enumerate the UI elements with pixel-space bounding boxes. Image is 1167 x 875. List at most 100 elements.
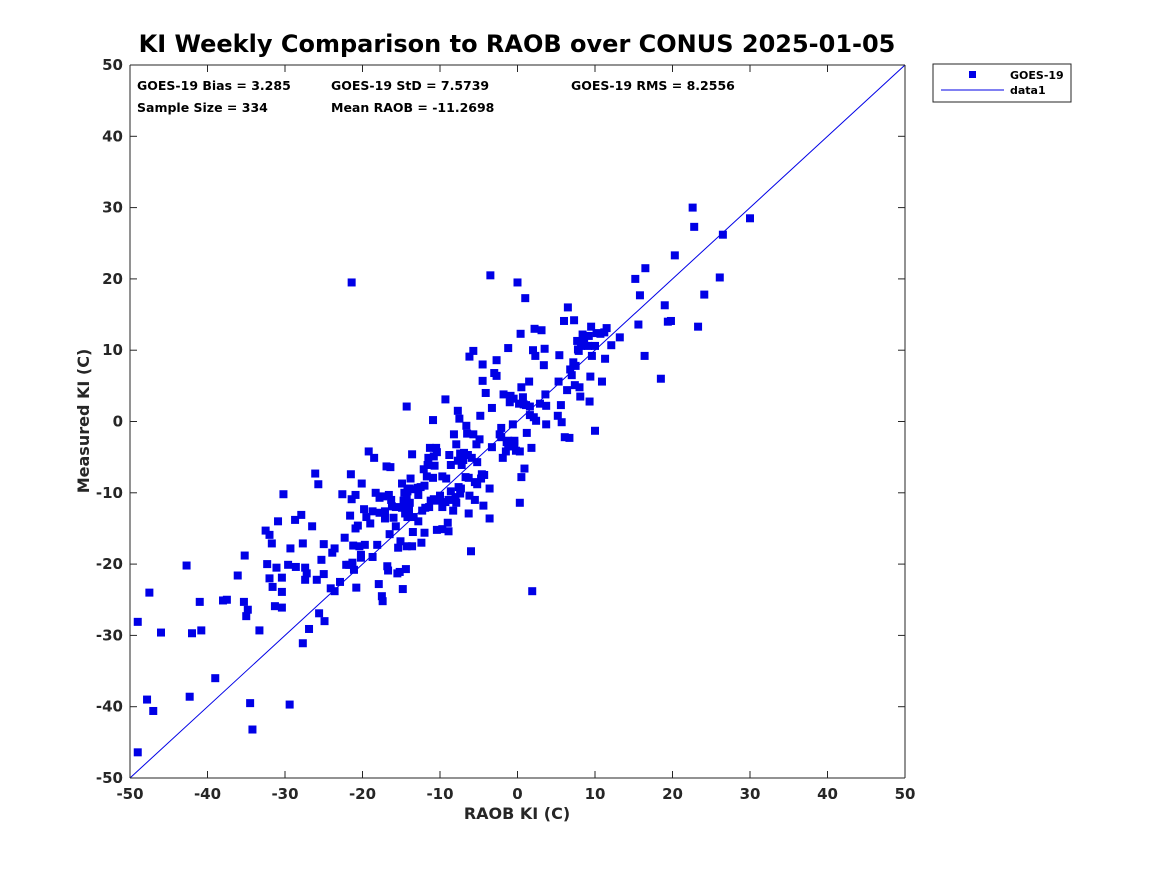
scatter-point	[143, 695, 152, 704]
scatter-point	[602, 324, 611, 333]
scatter-point	[405, 512, 413, 521]
scatter-point	[521, 294, 530, 303]
scatter-point	[560, 316, 568, 325]
scatter-point	[330, 587, 339, 596]
scatter-point	[274, 517, 283, 526]
scatter-point	[476, 411, 485, 420]
scatter-point	[522, 428, 531, 437]
scatter-point	[246, 699, 255, 708]
scatter-point	[348, 558, 357, 567]
scatter-point	[518, 393, 527, 402]
scatter-point	[298, 539, 307, 548]
scatter-point	[420, 528, 429, 537]
scatter-point	[520, 464, 529, 473]
scatter-point	[515, 447, 524, 456]
scatter-point	[441, 395, 450, 404]
scatter-point	[385, 530, 394, 539]
scatter-point	[694, 322, 703, 331]
scatter-point	[670, 251, 679, 260]
scatter-point	[563, 386, 572, 395]
scatter-point	[387, 495, 396, 504]
scatter-point	[573, 336, 582, 345]
scatter-point	[360, 540, 369, 549]
scatter-point	[449, 430, 458, 439]
scatter-point	[399, 496, 408, 505]
scatter-point	[291, 515, 300, 524]
scatter-point	[591, 426, 599, 435]
scatter-point	[239, 597, 248, 606]
y-tick-label: -40	[96, 698, 123, 716]
scatter-point	[349, 565, 358, 574]
scatter-point	[362, 513, 371, 522]
scatter-point	[607, 341, 616, 350]
scatter-point	[465, 352, 474, 361]
scatter-point	[285, 700, 294, 709]
scatter-point	[486, 271, 495, 280]
scatter-point	[565, 433, 574, 442]
x-tick-label: 20	[662, 785, 683, 803]
scatter-point	[541, 390, 550, 399]
scatter-point	[360, 505, 369, 514]
scatter-point	[688, 203, 697, 212]
scatter-point	[584, 331, 593, 340]
scatter-point	[462, 421, 471, 430]
scatter-point	[311, 469, 320, 478]
scatter-point	[528, 587, 537, 596]
scatter-point	[368, 507, 377, 516]
y-tick-label: 10	[102, 341, 123, 359]
scatter-point	[319, 540, 328, 549]
scatter-point	[591, 341, 599, 350]
scatter-point	[423, 460, 432, 469]
scatter-point	[301, 575, 310, 584]
y-tick-label: 40	[102, 127, 123, 145]
scatter-point	[438, 525, 447, 534]
scatter-point	[451, 493, 460, 502]
scatter-point	[690, 222, 699, 231]
scatter-point	[328, 548, 337, 557]
stat-bias: GOES-19 Bias = 3.285	[137, 78, 291, 93]
x-tick-label: -20	[349, 785, 376, 803]
scatter-point	[430, 461, 439, 470]
scatter-point	[409, 513, 418, 522]
scatter-point	[301, 563, 310, 572]
scatter-point	[472, 440, 481, 449]
scatter-point	[419, 465, 428, 474]
scatter-point	[504, 344, 513, 353]
x-tick-label: -50	[116, 785, 143, 803]
scatter-point	[560, 433, 569, 442]
scatter-point	[346, 511, 355, 520]
scatter-point	[374, 580, 383, 589]
scatter-point	[222, 595, 231, 604]
scatter-point	[270, 602, 279, 611]
scatter-point	[473, 458, 482, 467]
scatter-point	[330, 544, 339, 553]
scatter-point	[453, 456, 462, 465]
scatter-point	[540, 344, 549, 353]
scatter-point	[398, 479, 407, 488]
scatter-point	[434, 496, 443, 505]
scatter-point	[535, 399, 544, 408]
scatter-point	[240, 551, 249, 560]
y-tick-label: 0	[113, 413, 123, 431]
scatter-point	[277, 603, 286, 612]
scatter-point	[527, 443, 536, 452]
series-layer	[129, 64, 906, 779]
scatter-point	[368, 552, 377, 561]
scatter-point	[408, 450, 417, 459]
scatter-point	[408, 528, 417, 537]
scatter-point	[417, 538, 426, 547]
scatter-point	[429, 473, 438, 482]
scatter-point	[425, 503, 434, 512]
legend-label-goes19: GOES-19	[1010, 69, 1064, 82]
scatter-point	[352, 583, 361, 592]
scatter-point	[516, 329, 525, 338]
scatter-point	[567, 371, 576, 380]
scatter-point	[537, 326, 546, 335]
legend-box	[932, 63, 1072, 103]
ticks-layer: -50 -40 -30 -20 -10 0 10 20 30 40 50 -50 -40 -30 -20 -1…	[96, 56, 916, 803]
scatter-point	[394, 543, 403, 552]
x-tick-label: 40	[817, 785, 838, 803]
scatter-point	[473, 480, 482, 489]
scatter-point	[556, 401, 565, 410]
